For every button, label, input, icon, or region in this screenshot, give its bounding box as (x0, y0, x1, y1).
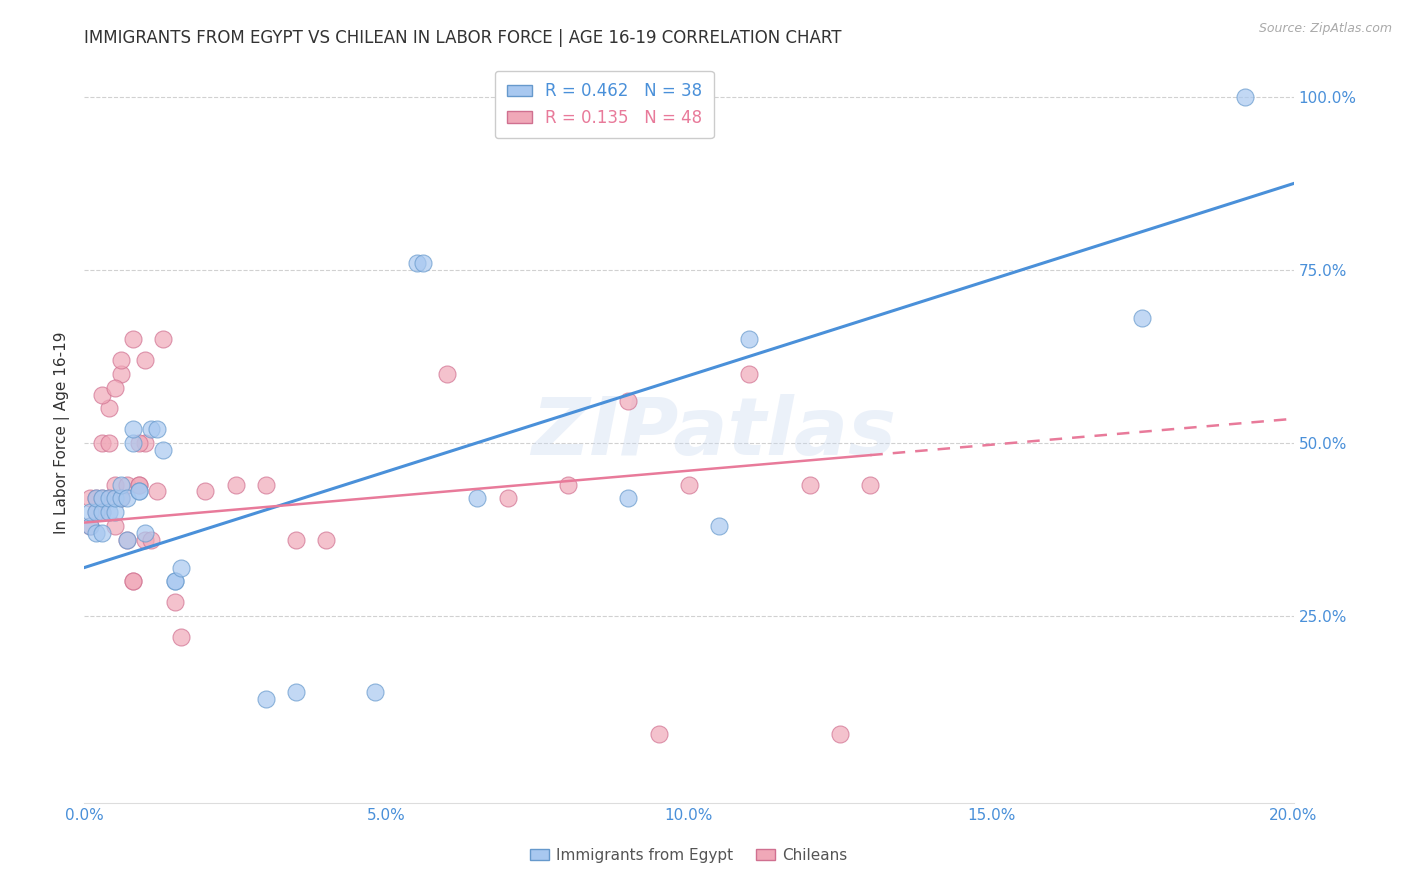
Point (1130, 311, 1153, 326)
Point (152, 332, 174, 346)
Point (121, 332, 143, 346)
Point (115, 533, 138, 547)
Point (406, 256, 429, 270)
Point (79, 519, 101, 533)
Point (1234, 90, 1257, 104)
Point (91, 505, 114, 519)
Point (254, 477, 277, 491)
Point (139, 422, 162, 436)
Point (617, 491, 640, 506)
Point (648, 726, 671, 740)
Point (91, 436, 114, 450)
Point (115, 491, 138, 506)
Point (128, 477, 150, 491)
Point (110, 353, 132, 368)
Point (121, 574, 143, 589)
Point (134, 436, 156, 450)
Point (121, 422, 143, 436)
Point (799, 477, 821, 491)
Point (436, 367, 458, 381)
Point (285, 685, 308, 699)
Point (128, 477, 150, 491)
Point (467, 491, 489, 506)
Point (79, 491, 101, 506)
Point (128, 484, 150, 499)
Point (79, 505, 101, 519)
Point (115, 533, 138, 547)
Point (121, 436, 143, 450)
Point (363, 685, 385, 699)
Point (496, 491, 519, 506)
Point (110, 491, 132, 506)
Point (86, 491, 108, 506)
Point (86, 505, 108, 519)
Point (134, 533, 156, 547)
Point (128, 436, 150, 450)
Point (170, 630, 193, 644)
Point (738, 332, 761, 346)
Point (617, 394, 640, 409)
Point (128, 484, 150, 499)
Point (139, 533, 162, 547)
Point (152, 442, 174, 457)
Point (104, 519, 127, 533)
Point (104, 477, 127, 491)
Point (678, 477, 700, 491)
Legend: Immigrants from Egypt, Chileans: Immigrants from Egypt, Chileans (524, 842, 853, 869)
Point (170, 560, 193, 574)
Point (91, 525, 114, 540)
Point (165, 574, 187, 589)
Point (146, 422, 169, 436)
Point (110, 477, 132, 491)
Point (709, 519, 731, 533)
Point (225, 477, 247, 491)
Point (91, 505, 114, 519)
Point (97, 505, 120, 519)
Point (97, 401, 120, 416)
Point (165, 595, 187, 609)
Point (134, 525, 156, 540)
Point (146, 484, 169, 499)
Point (285, 533, 308, 547)
Point (115, 477, 138, 491)
Point (104, 505, 127, 519)
Point (194, 484, 217, 499)
Point (121, 574, 143, 589)
Point (91, 491, 114, 506)
Point (86, 505, 108, 519)
Point (412, 256, 434, 270)
Point (104, 491, 127, 506)
Point (830, 726, 852, 740)
Text: ZIPatlas: ZIPatlas (530, 393, 896, 472)
Point (134, 353, 156, 368)
Point (91, 387, 114, 401)
Text: IMMIGRANTS FROM EGYPT VS CHILEAN IN LABOR FORCE | AGE 16-19 CORRELATION CHART: IMMIGRANTS FROM EGYPT VS CHILEAN IN LABO… (84, 29, 842, 47)
Point (165, 574, 187, 589)
Point (97, 491, 120, 506)
Point (859, 477, 882, 491)
Point (254, 692, 277, 706)
Y-axis label: In Labor Force | Age 16-19: In Labor Force | Age 16-19 (55, 331, 70, 534)
Point (110, 491, 132, 506)
Point (79, 519, 101, 533)
Point (97, 436, 120, 450)
Point (557, 477, 579, 491)
Point (97, 491, 120, 506)
Point (86, 491, 108, 506)
Point (315, 533, 337, 547)
Point (86, 525, 108, 540)
Point (738, 367, 761, 381)
Point (110, 367, 132, 381)
Point (91, 491, 114, 506)
Point (104, 381, 127, 395)
Text: Source: ZipAtlas.com: Source: ZipAtlas.com (1258, 22, 1392, 36)
